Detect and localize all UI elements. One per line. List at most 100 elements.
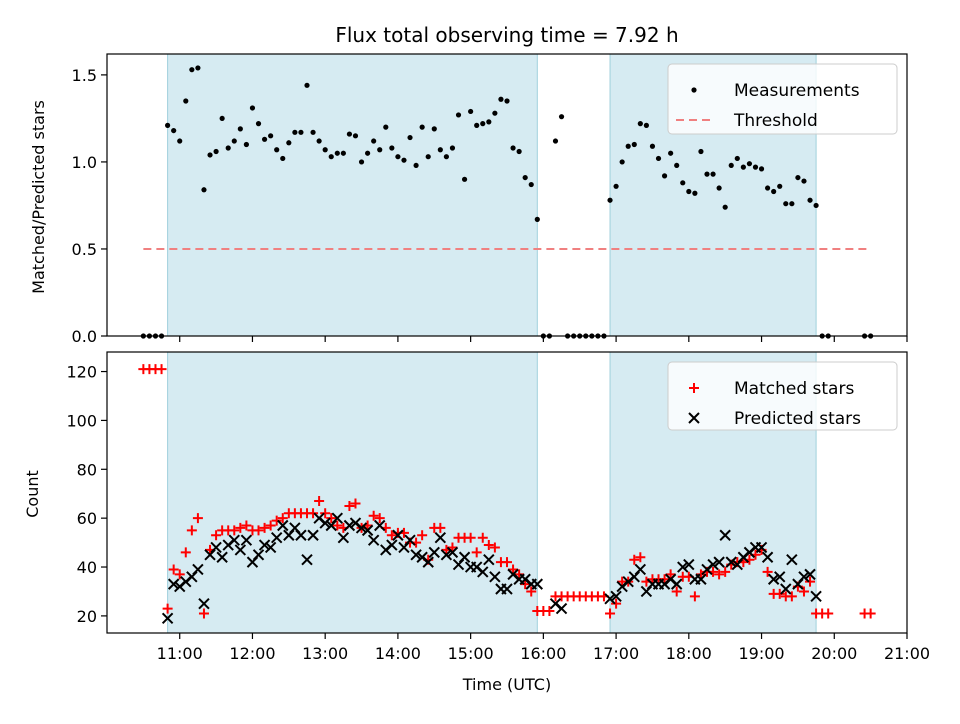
predicted-star-point — [386, 539, 398, 551]
matched-star-point — [483, 540, 494, 551]
measurement-point — [807, 197, 813, 203]
predicted-star-point — [713, 556, 725, 568]
x-tick-label: 11:00 — [157, 644, 203, 663]
x-tick-label: 21:00 — [884, 644, 930, 663]
measurement-point — [437, 147, 443, 153]
measurement-point — [740, 164, 746, 170]
matched-star-point — [762, 566, 773, 577]
predicted-star-point — [355, 522, 368, 534]
measurement-point — [649, 143, 656, 149]
predicted-star-point — [610, 590, 622, 603]
measurement-point — [231, 138, 237, 144]
measurement-point — [698, 148, 704, 155]
matched-star-point — [332, 520, 343, 531]
measurement-point — [304, 82, 310, 88]
measurement-point — [734, 155, 740, 162]
legend-marker-matched — [689, 383, 699, 393]
y-tick-label: 80 — [77, 460, 97, 479]
y-tick-label: 0.5 — [72, 240, 97, 259]
measurement-point — [316, 138, 322, 144]
matched-star-point — [695, 569, 706, 580]
measurement-point — [789, 201, 795, 207]
matched-star-point — [192, 513, 203, 524]
measurement-point — [613, 183, 619, 189]
measurement-point — [468, 108, 474, 115]
measurement-point — [680, 180, 686, 186]
predicted-star-point — [477, 566, 489, 578]
legend-label: Threshold — [733, 111, 818, 131]
matched-star-point — [162, 603, 173, 614]
legend-label: Predicted stars — [734, 409, 861, 429]
predicted-star-point — [192, 563, 204, 576]
matched-star-point — [271, 515, 282, 526]
x-tick-label: 12:00 — [229, 644, 275, 663]
measurement-point — [401, 157, 407, 163]
measurement-point — [268, 133, 274, 139]
measurement-point — [534, 216, 540, 222]
measurement-point — [280, 155, 286, 162]
predicted-star-point — [367, 534, 380, 546]
matched-star-point — [229, 525, 240, 536]
matched-star-point — [314, 496, 325, 507]
predicted-star-point — [555, 602, 568, 615]
matched-star-point — [689, 591, 700, 602]
matched-star-point — [520, 579, 531, 590]
measurement-point — [389, 145, 395, 151]
measurement-point — [498, 96, 504, 102]
legend-box — [667, 63, 898, 135]
matched-star-point — [344, 500, 355, 511]
measurement-point — [443, 154, 449, 160]
predicted-star-point — [361, 524, 374, 537]
measurement-point — [686, 188, 692, 195]
measurement-point — [249, 105, 256, 111]
measurement-point — [704, 171, 710, 177]
predicted-star-point — [798, 571, 810, 583]
measurement-point — [340, 150, 346, 156]
predicted-star-point — [761, 551, 774, 563]
measurement-point — [516, 148, 522, 155]
x-tick-label: 19:00 — [738, 644, 784, 663]
predicted-star-point — [252, 549, 265, 561]
matched-star-point — [502, 557, 512, 568]
plot-frame — [106, 351, 908, 634]
predicted-star-point — [404, 534, 416, 546]
y-tick-label: 120 — [66, 363, 97, 382]
x-tick-label: 18:00 — [666, 644, 712, 663]
measurement-point — [746, 161, 753, 167]
x-tick-label: 20:00 — [811, 644, 857, 663]
predicted-star-point — [167, 578, 180, 590]
matched-star-point — [720, 566, 731, 577]
legend-marker-measurements — [691, 87, 697, 93]
matched-star-point — [211, 530, 222, 541]
measurement-point — [177, 138, 183, 144]
measurement-point — [383, 124, 389, 130]
matched-star-point — [198, 608, 209, 619]
matched-star-point — [265, 520, 276, 531]
ratio-axes: 0.0 0.5 1.0 1.5 — [72, 53, 908, 346]
matched-star-point — [156, 364, 167, 375]
measurement-point — [752, 164, 759, 170]
observing-window-1 — [167, 351, 538, 634]
legend-box — [667, 361, 898, 431]
matched-star-point — [823, 608, 834, 619]
predicted-star-point — [489, 571, 501, 583]
measurement-point — [710, 171, 716, 177]
matched-star-point — [665, 569, 676, 580]
predicted-star-point — [343, 519, 356, 532]
measurement-point — [674, 162, 680, 169]
count-points — [138, 364, 876, 625]
measurement-point — [431, 126, 437, 132]
predicted-star-point — [683, 558, 695, 571]
measurement-point — [201, 187, 207, 193]
predicted-star-point — [767, 573, 780, 585]
matched-star-point — [605, 608, 616, 619]
measurement-point — [552, 138, 559, 144]
measurement-point — [425, 154, 431, 160]
ratio-chart: 0.0 0.5 1.0 1.5 Flux total observing time =… — [29, 23, 908, 346]
measurement-point — [261, 136, 268, 142]
measurement-point — [728, 162, 734, 169]
y-tick-label: 1.0 — [72, 153, 97, 172]
matched-star-point — [374, 513, 385, 524]
measurement-point — [395, 154, 401, 160]
